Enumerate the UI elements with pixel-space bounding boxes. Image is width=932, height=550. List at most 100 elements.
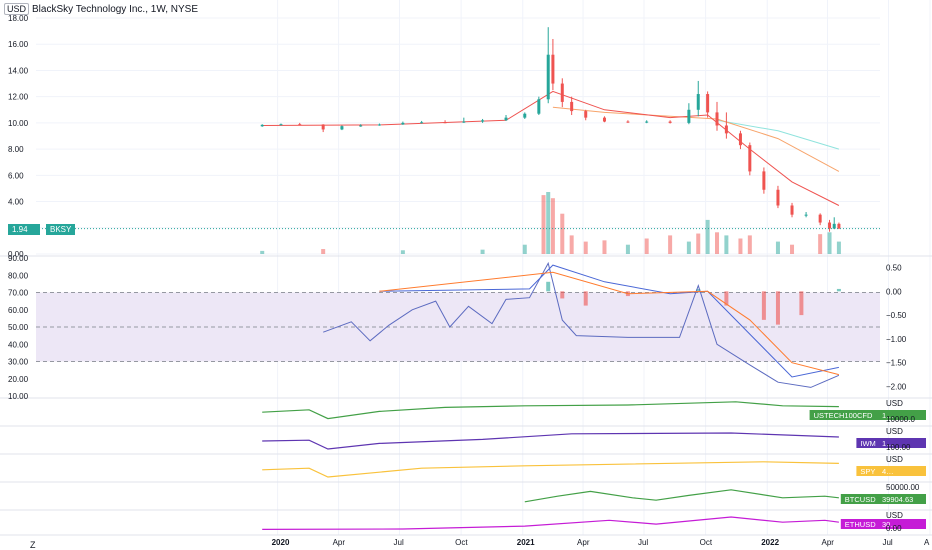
x-axis-label: Apr xyxy=(577,538,590,547)
comparison-label: ETHUSD xyxy=(845,520,876,529)
oscillator-left-axis-label: 40.00 xyxy=(8,340,29,349)
candle-body xyxy=(560,83,564,102)
macd-histogram-bar xyxy=(583,291,588,306)
candle-body xyxy=(748,145,752,172)
candle-body xyxy=(279,124,283,126)
volume-bar xyxy=(644,238,649,254)
price-axis-label: 6.00 xyxy=(8,171,24,180)
comparison-value-bg xyxy=(880,519,926,529)
oscillator-left-axis-label: 20.00 xyxy=(8,375,29,384)
currency-label[interactable]: USD xyxy=(4,3,30,15)
comparison-scale-top: 50000.00 xyxy=(886,483,920,492)
volume-bar xyxy=(715,232,720,254)
candle-body xyxy=(724,125,728,134)
candle-body xyxy=(504,117,508,121)
oscillator-left-axis-label: 50.00 xyxy=(8,323,29,332)
volume-bar xyxy=(705,219,710,254)
volume-bar xyxy=(480,249,485,254)
oscillator-right-axis-label: −1.50 xyxy=(886,359,907,368)
macd-histogram-bar xyxy=(724,291,729,306)
oscillator-right-axis-label: −1.00 xyxy=(886,335,907,344)
macd-histogram-bar xyxy=(799,291,804,316)
candle-body xyxy=(837,223,841,229)
volume-bar xyxy=(321,249,326,254)
rsi-line xyxy=(323,261,840,388)
comparison-value: 30… xyxy=(882,520,898,529)
candle-body xyxy=(570,101,574,112)
comparison-value: 39904.63 xyxy=(882,495,913,504)
candle-body xyxy=(687,109,691,123)
comparison-value-bg xyxy=(880,410,926,420)
candle-body xyxy=(626,121,630,123)
volume-bar xyxy=(686,241,691,254)
comparison-line-iwm xyxy=(262,432,839,450)
candle-body xyxy=(321,124,325,130)
candle-body xyxy=(462,121,466,123)
volume-bar xyxy=(747,235,752,254)
ema-fast-line xyxy=(262,90,840,206)
comparison-label-bg xyxy=(856,438,880,448)
macd-histogram-bar xyxy=(761,291,766,320)
chart-title: BlackSky Technology Inc., 1W, NYSE xyxy=(32,4,199,15)
candle-body xyxy=(377,124,381,126)
comparison-value-bg xyxy=(880,438,926,448)
candle-body xyxy=(443,122,447,124)
volume-bar xyxy=(541,195,546,254)
candle-body xyxy=(359,125,363,127)
oscillator-right-axis-label: 0.50 xyxy=(886,264,902,273)
volume-bar xyxy=(790,244,795,254)
x-axis-label: Apr xyxy=(333,538,346,547)
last-price-tag: 1.94 xyxy=(8,224,40,235)
x-axis-label: Jul xyxy=(882,538,892,547)
volume-bar xyxy=(583,241,588,254)
candle-body xyxy=(420,122,424,124)
volume-bar xyxy=(400,250,405,254)
comparison-scale-bottom: 10000.0 xyxy=(886,415,915,424)
comparison-value: 1… xyxy=(882,411,894,420)
candle-body xyxy=(546,54,550,100)
price-axis-label: 16.00 xyxy=(8,40,29,49)
oscillator-left-axis-label: 60.00 xyxy=(8,306,29,315)
candle-body xyxy=(818,214,822,223)
comparison-value: 4… xyxy=(882,467,894,476)
oscillator-left-axis-label: 10.00 xyxy=(8,392,29,401)
volume-bar xyxy=(836,241,841,254)
oscillator-right-axis-label: −2.00 xyxy=(886,382,907,391)
candle-body xyxy=(645,121,649,123)
signal-line xyxy=(379,271,840,376)
volume-bar xyxy=(827,232,832,254)
volume-bar xyxy=(602,240,607,254)
candle-body xyxy=(706,94,710,113)
macd-line xyxy=(379,264,840,378)
candle-body xyxy=(537,99,541,114)
candle-body xyxy=(738,133,742,146)
x-axis-label: Apr xyxy=(822,538,835,547)
candle-body xyxy=(715,112,719,126)
x-axis-label: 2021 xyxy=(517,538,535,547)
comparison-label: IWM xyxy=(860,439,875,448)
candle-body xyxy=(776,189,780,206)
comparison-label: USTECH100CFD xyxy=(814,411,873,420)
oscillator-right-axis-label: −0.50 xyxy=(886,311,907,320)
ema-slow-line xyxy=(716,119,840,150)
candle-body xyxy=(340,126,344,130)
comparison-label: SPY xyxy=(860,467,875,476)
comparison-line-spy xyxy=(262,461,839,478)
corner-left-label: Z xyxy=(30,540,36,550)
macd-histogram-bar xyxy=(836,288,841,292)
price-axis-label: 12.00 xyxy=(8,93,29,102)
volume-bar xyxy=(625,244,630,254)
comparison-value-bg xyxy=(880,466,926,476)
candle-body xyxy=(828,222,832,229)
comparison-label-bg xyxy=(840,519,880,529)
comparison-scale-top: USD xyxy=(886,511,903,520)
price-axis-label: 18.00 xyxy=(8,14,29,23)
comparison-scale-bottom: 100.00 xyxy=(886,443,911,452)
x-axis-label: 2022 xyxy=(761,538,779,547)
candle-body xyxy=(804,214,808,216)
volume-bar xyxy=(522,244,527,254)
x-axis-label: A xyxy=(924,538,930,547)
price-axis-label: 4.00 xyxy=(8,198,24,207)
x-axis-label: Oct xyxy=(455,538,468,547)
